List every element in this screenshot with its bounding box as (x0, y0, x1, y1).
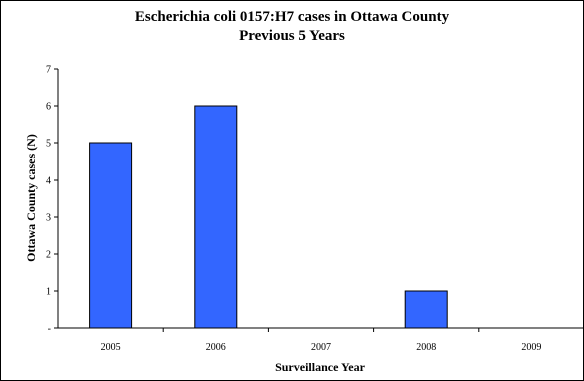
x-tick-label-2008: 2008 (416, 342, 436, 353)
bars-group (89, 105, 448, 329)
y-tick-label: 2 (46, 250, 51, 261)
y-tick-label: 7 (46, 65, 51, 76)
chart-title: Escherichia coli 0157:H7 cases in Ottawa… (135, 9, 450, 25)
bar-2006 (194, 105, 238, 329)
x-tick-label-2007: 2007 (311, 342, 331, 353)
y-tick-label: 1 (46, 287, 51, 298)
y-tick-label: 5 (46, 139, 51, 150)
x-axis-label: Surveillance Year (275, 360, 366, 374)
y-tick-label: 4 (46, 176, 51, 187)
y-tick-label: 3 (46, 213, 51, 224)
x-tick-label-2006: 2006 (206, 342, 226, 353)
y-axis-label: Ottawa County cases (N) (24, 134, 38, 262)
x-tick-label-2005: 2005 (101, 342, 121, 353)
axes-group: - 1 2 3 4 5 6 7 2005 2006 2007 2008 2009 (46, 65, 584, 353)
x-tick-label-2009: 2009 (521, 342, 541, 353)
chart-subtitle: Previous 5 Years (239, 28, 345, 44)
bar-2008 (404, 290, 448, 329)
bar-2005 (89, 142, 133, 329)
y-tick-label: 6 (46, 102, 51, 113)
y-tick-label: - (48, 324, 51, 335)
